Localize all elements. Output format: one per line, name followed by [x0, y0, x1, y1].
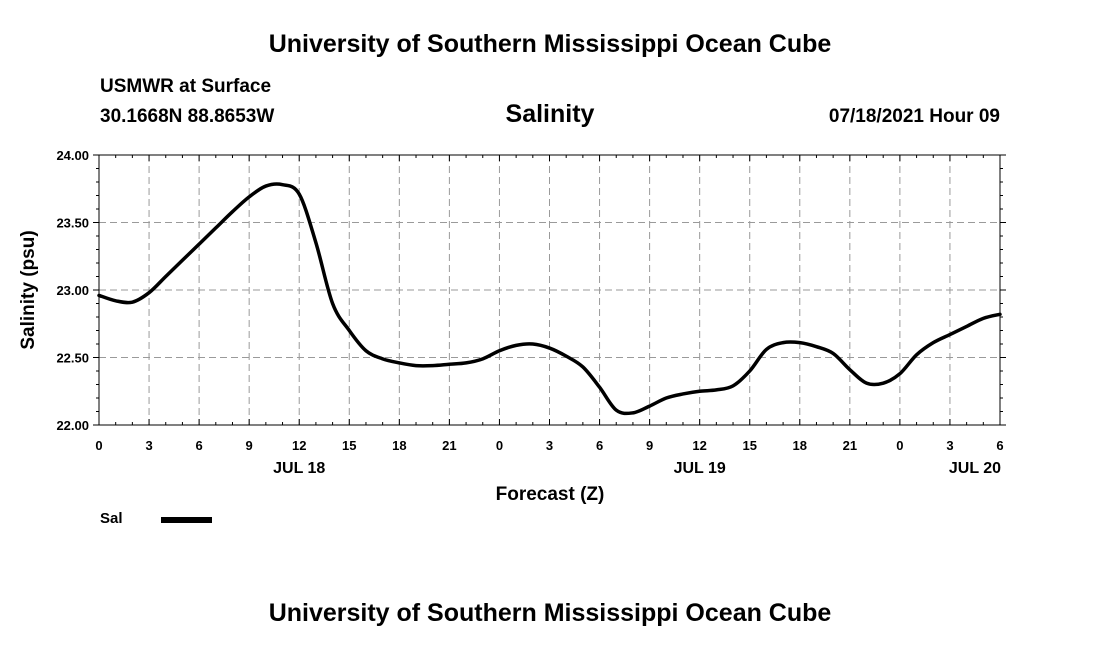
x-axis-title: Forecast (Z)	[496, 484, 605, 505]
x-tick-label: 6	[195, 438, 202, 453]
x-tick-label: 12	[292, 438, 306, 453]
x-tick-label: 3	[546, 438, 553, 453]
x-tick-label: 0	[896, 438, 903, 453]
x-tick-label: 6	[996, 438, 1003, 453]
series-lines	[97, 182, 1002, 416]
legend-label: Sal	[100, 510, 123, 527]
x-tick-label: 3	[946, 438, 953, 453]
series-line-sal	[97, 182, 1002, 416]
legend-swatch	[161, 517, 212, 523]
y-tick-label: 22.00	[56, 418, 89, 433]
x-tick-label: 21	[442, 438, 456, 453]
x-tick-label: 9	[646, 438, 653, 453]
y-tick-label: 23.00	[56, 283, 89, 298]
chart-footer-title: University of Southern Mississippi Ocean…	[268, 599, 832, 627]
y-tick-label: 23.50	[56, 216, 89, 231]
x-tick-label: 9	[246, 438, 253, 453]
x-day-label: JUL 18	[273, 460, 325, 477]
grid-lines	[99, 155, 1000, 425]
chart-variable-title: Salinity	[505, 100, 595, 128]
station-coordinates: 30.1668N 88.8653W	[100, 106, 275, 127]
x-tick-label: 12	[692, 438, 706, 453]
x-tick-label: 18	[392, 438, 406, 453]
axis-labels: 0 3 6 9 12 15 18 21 0 3 6 9 12 15 18 21 0 3 6 22.00 22.50 23.…	[56, 148, 1003, 477]
station-label: USMWR at Surface	[100, 76, 272, 97]
x-day-label: JUL 19	[674, 460, 726, 477]
x-tick-label: 15	[342, 438, 356, 453]
x-tick-label: 15	[742, 438, 756, 453]
axis-ticks	[93, 154, 1006, 426]
chart-header-title: University of Southern Mississippi Ocean…	[268, 30, 832, 58]
x-tick-label: 6	[596, 438, 603, 453]
x-tick-label: 0	[95, 438, 102, 453]
x-tick-label: 18	[793, 438, 807, 453]
x-tick-label: 21	[843, 438, 857, 453]
y-axis-title: Salinity (psu)	[18, 230, 39, 349]
y-tick-label: 22.50	[56, 351, 89, 366]
y-tick-label: 24.00	[56, 148, 89, 163]
x-day-label: JUL 20	[949, 460, 1001, 477]
forecast-datetime: 07/18/2021 Hour 09	[828, 106, 1000, 127]
x-tick-label: 3	[145, 438, 152, 453]
x-tick-label: 0	[496, 438, 503, 453]
